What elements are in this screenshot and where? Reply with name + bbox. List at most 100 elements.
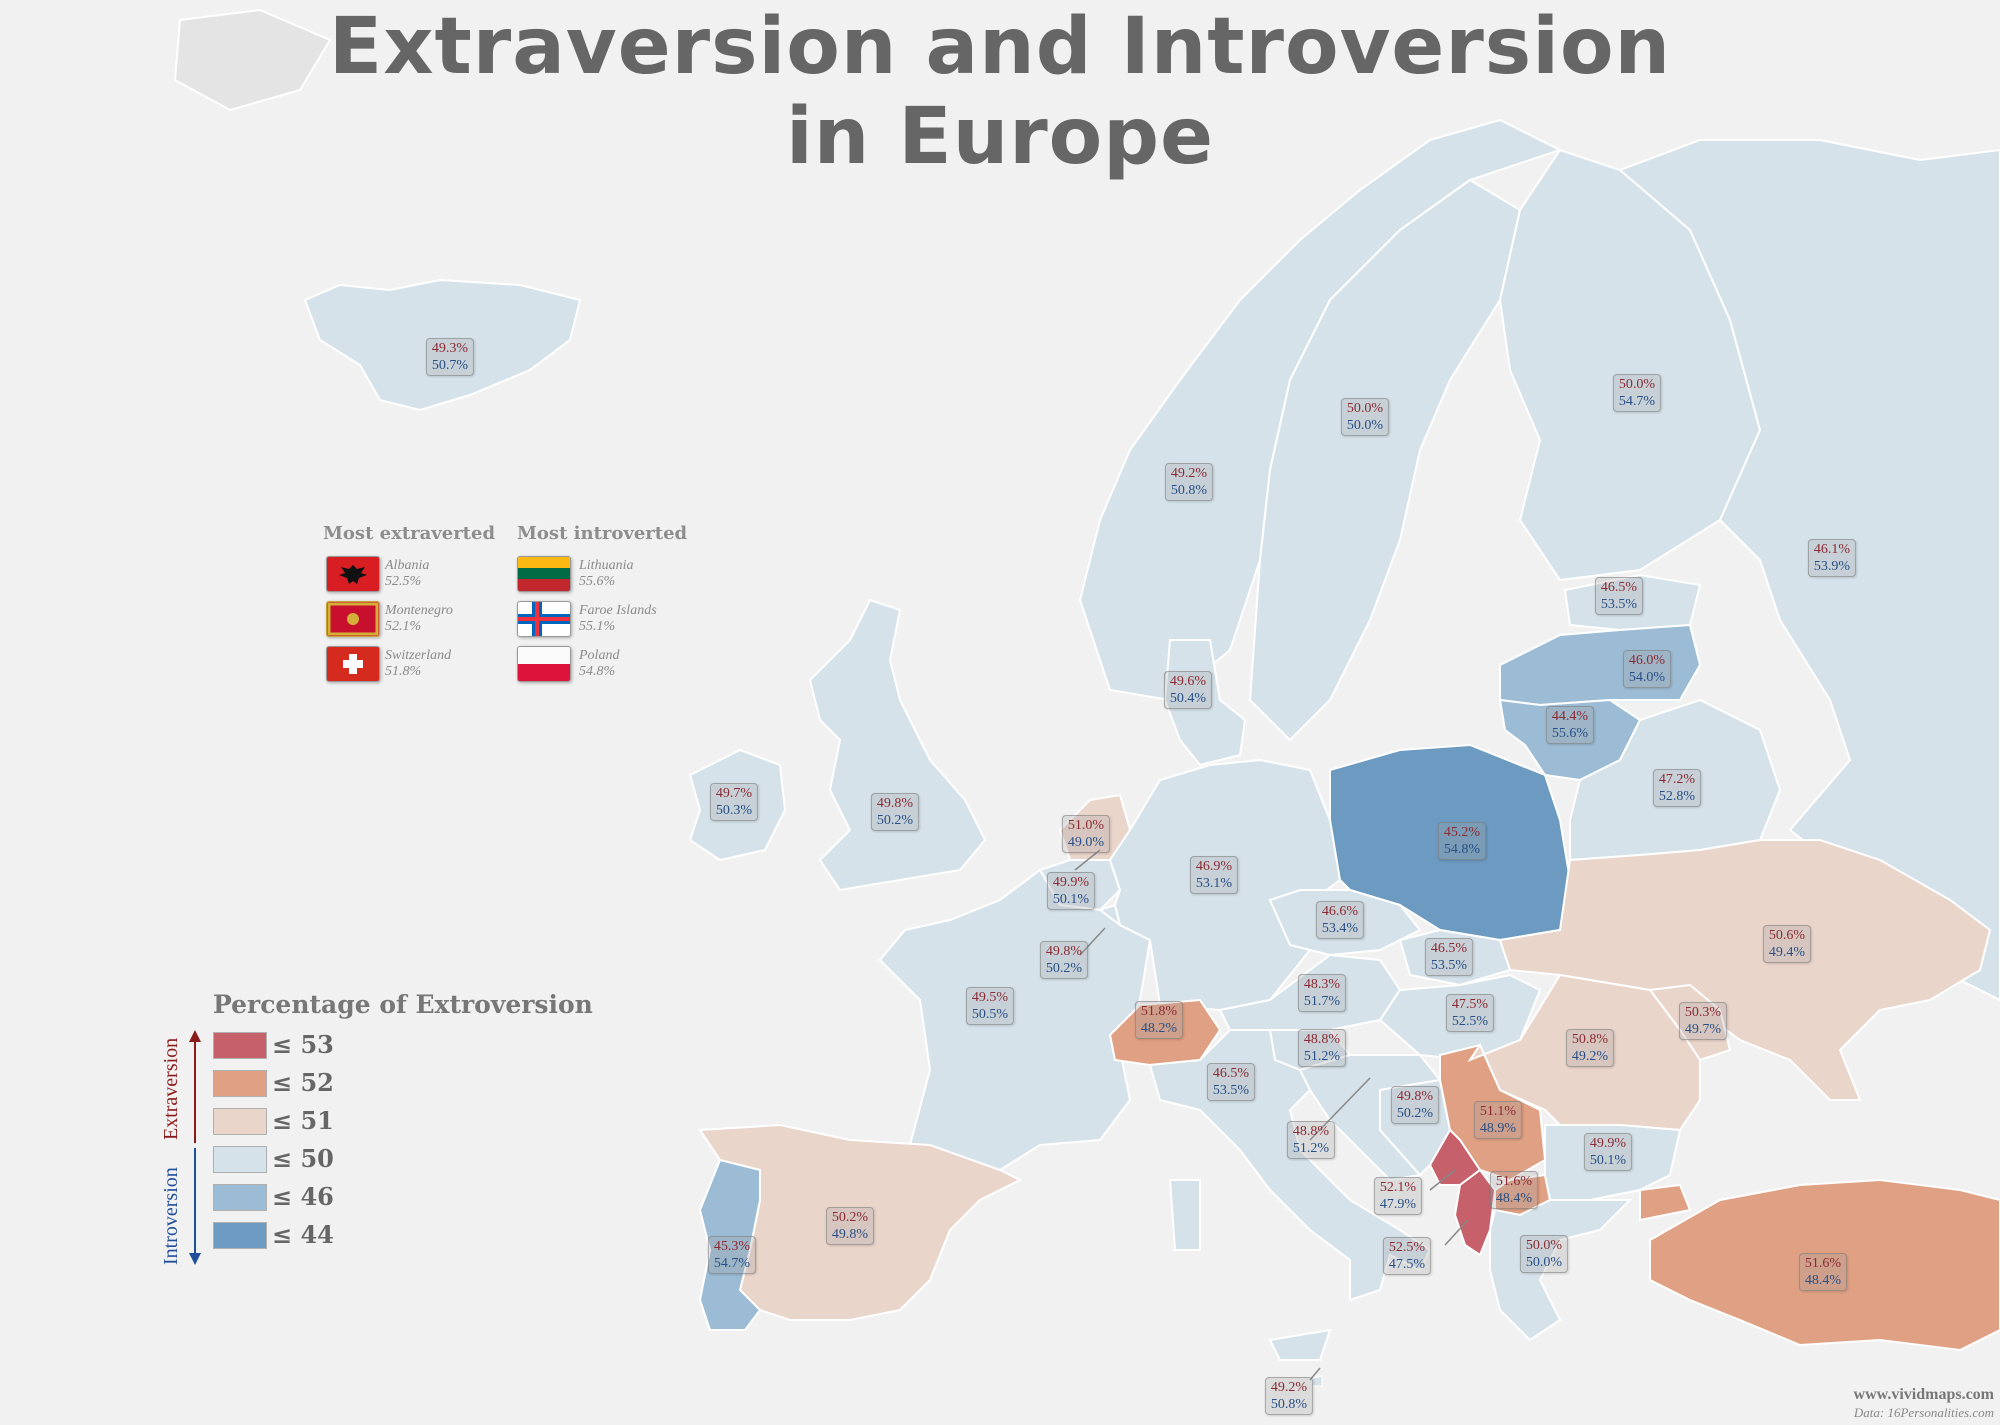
- region-label-bosnia: 49.8% 50.2%: [1390, 1086, 1440, 1124]
- extraversion-value: 51.1%: [1479, 1104, 1517, 1119]
- legend-swatch: [213, 1146, 267, 1173]
- region-label-norway: 49.2% 50.8%: [1164, 463, 1214, 501]
- region-label-austria: 48.3% 51.7%: [1297, 974, 1347, 1012]
- region-romania: [1467, 973, 1701, 1132]
- extraversion-value: 46.5%: [1600, 580, 1638, 595]
- legend-swatch: [213, 1070, 267, 1097]
- introversion-value: 54.8%: [1443, 842, 1481, 857]
- extraversion-value: 50.0%: [1618, 377, 1656, 392]
- map-title-line-2: in Europe: [785, 92, 1215, 182]
- extraversion-value: 52.1%: [1379, 1180, 1417, 1195]
- introversion-value: 49.2%: [1571, 1049, 1609, 1064]
- introversion-value: 53.9%: [1813, 559, 1851, 574]
- extraverted-2-value: 52.1%: [385, 619, 422, 634]
- region-label-germany: 46.9% 53.1%: [1189, 856, 1239, 894]
- legend-bin-label: ≤ 53: [272, 1030, 334, 1059]
- region-malta: [1311, 1375, 1323, 1387]
- region-label-bulgaria: 49.9% 50.1%: [1583, 1133, 1633, 1171]
- introversion-value: 50.3%: [715, 803, 753, 818]
- introversion-value: 50.7%: [431, 358, 469, 373]
- extraversion-value: 49.3%: [431, 341, 469, 356]
- region-label-russia: 46.1% 53.9%: [1807, 539, 1857, 577]
- albania-flag-icon: [326, 556, 380, 592]
- region-label-italy: 46.5% 53.5%: [1206, 1063, 1256, 1101]
- extraversion-value: 49.8%: [1045, 944, 1083, 959]
- legend-extraversion-label: Extraversion: [160, 1037, 182, 1140]
- extraversion-value: 48.3%: [1303, 977, 1341, 992]
- introversion-value: 50.2%: [1396, 1106, 1434, 1121]
- legend-swatch: [213, 1184, 267, 1211]
- region-label-croatia: 48.8% 51.2%: [1286, 1121, 1336, 1159]
- region-label-portugal: 45.3% 54.7%: [707, 1236, 757, 1274]
- legend-swatch: [213, 1108, 267, 1135]
- introversion-value: 50.4%: [1169, 691, 1207, 706]
- lithuania-flag-icon: [517, 556, 571, 592]
- extraversion-value: 48.8%: [1303, 1032, 1341, 1047]
- introversion-value: 50.5%: [971, 1007, 1009, 1022]
- region-label-uk: 49.8% 50.2%: [870, 793, 920, 831]
- introversion-value: 50.2%: [1045, 961, 1083, 976]
- extraversion-value: 50.0%: [1525, 1238, 1563, 1253]
- introversion-value: 52.8%: [1658, 789, 1696, 804]
- region-belarus: [1569, 698, 1782, 862]
- extraversion-value: 47.5%: [1451, 997, 1489, 1012]
- extraversion-value: 46.5%: [1212, 1066, 1250, 1081]
- legend-arrows: [189, 1030, 201, 1265]
- extraversion-value: 49.6%: [1169, 674, 1207, 689]
- extraversion-value: 46.6%: [1321, 904, 1359, 919]
- extraversion-value: 49.8%: [1396, 1089, 1434, 1104]
- region-germany: [1108, 758, 1342, 1012]
- extraversion-value: 49.8%: [876, 796, 914, 811]
- switzerland-flag-icon: [326, 646, 380, 682]
- legend-swatch: [213, 1222, 267, 1249]
- extraverted-2-name: Montenegro: [385, 603, 453, 618]
- region-label-moldova: 50.3% 49.7%: [1678, 1002, 1728, 1040]
- greenland-shape: [173, 8, 332, 112]
- introversion-value: 50.1%: [1052, 892, 1090, 907]
- region-uk: [808, 598, 987, 892]
- introversion-value: 48.9%: [1479, 1121, 1517, 1136]
- region-label-czechia: 46.6% 53.4%: [1315, 901, 1365, 939]
- extraversion-value: 50.0%: [1346, 401, 1384, 416]
- introversion-value: 53.5%: [1600, 597, 1638, 612]
- introversion-value: 54.7%: [1618, 394, 1656, 409]
- introversion-value: 51.2%: [1303, 1049, 1341, 1064]
- credit-data-source: Data: 16Personalities.com: [1853, 1405, 1994, 1420]
- extraversion-value: 49.5%: [971, 990, 1009, 1005]
- legend-bin-label: ≤ 51: [272, 1106, 334, 1135]
- extraversion-value: 48.8%: [1292, 1124, 1330, 1139]
- extraversion-value: 50.2%: [831, 1210, 869, 1225]
- legend-title: Percentage of Extroversion: [213, 990, 593, 1019]
- most-extraverted-heading: Most extraverted: [323, 523, 496, 544]
- extraversion-value: 51.8%: [1140, 1004, 1178, 1019]
- region-label-switzerland: 51.8% 48.2%: [1134, 1001, 1184, 1039]
- extraversion-value: 45.3%: [713, 1239, 751, 1254]
- introversion-value: 49.0%: [1067, 835, 1105, 850]
- region-label-turkey: 51.6% 48.4%: [1798, 1253, 1848, 1291]
- region-hungary: [1378, 973, 1542, 1062]
- introversion-value: 51.2%: [1292, 1141, 1330, 1156]
- introverted-1-name: Lithuania: [579, 558, 634, 573]
- introverted-2-name: Faroe Islands: [579, 603, 657, 618]
- region-label-iceland: 49.3% 50.7%: [425, 338, 475, 376]
- region-label-estonia: 46.5% 53.5%: [1594, 577, 1644, 615]
- region-france: [878, 868, 1152, 1172]
- introversion-value: 53.5%: [1212, 1083, 1250, 1098]
- legend-bin-label: ≤ 44: [272, 1220, 334, 1249]
- region-albania: [1453, 1168, 1497, 1257]
- region-label-slovenia: 48.8% 51.2%: [1297, 1029, 1347, 1067]
- poland-flag-icon: [517, 646, 571, 682]
- region-italy: [1148, 1029, 1432, 1361]
- introversion-value: 50.1%: [1589, 1153, 1627, 1168]
- introversion-value: 48.4%: [1495, 1191, 1533, 1206]
- region-label-netherlands: 51.0% 49.0%: [1061, 815, 1111, 853]
- region-iceland: [303, 278, 582, 412]
- introversion-value: 52.5%: [1451, 1014, 1489, 1029]
- region-label-finland: 50.0% 54.7%: [1612, 374, 1662, 412]
- legend-bin-label: ≤ 46: [272, 1182, 334, 1211]
- introverted-3-value: 54.8%: [579, 664, 616, 679]
- extraverted-1-name: Albania: [385, 558, 430, 573]
- extraversion-value: 49.7%: [715, 786, 753, 801]
- region-label-spain: 50.2% 49.8%: [825, 1207, 875, 1245]
